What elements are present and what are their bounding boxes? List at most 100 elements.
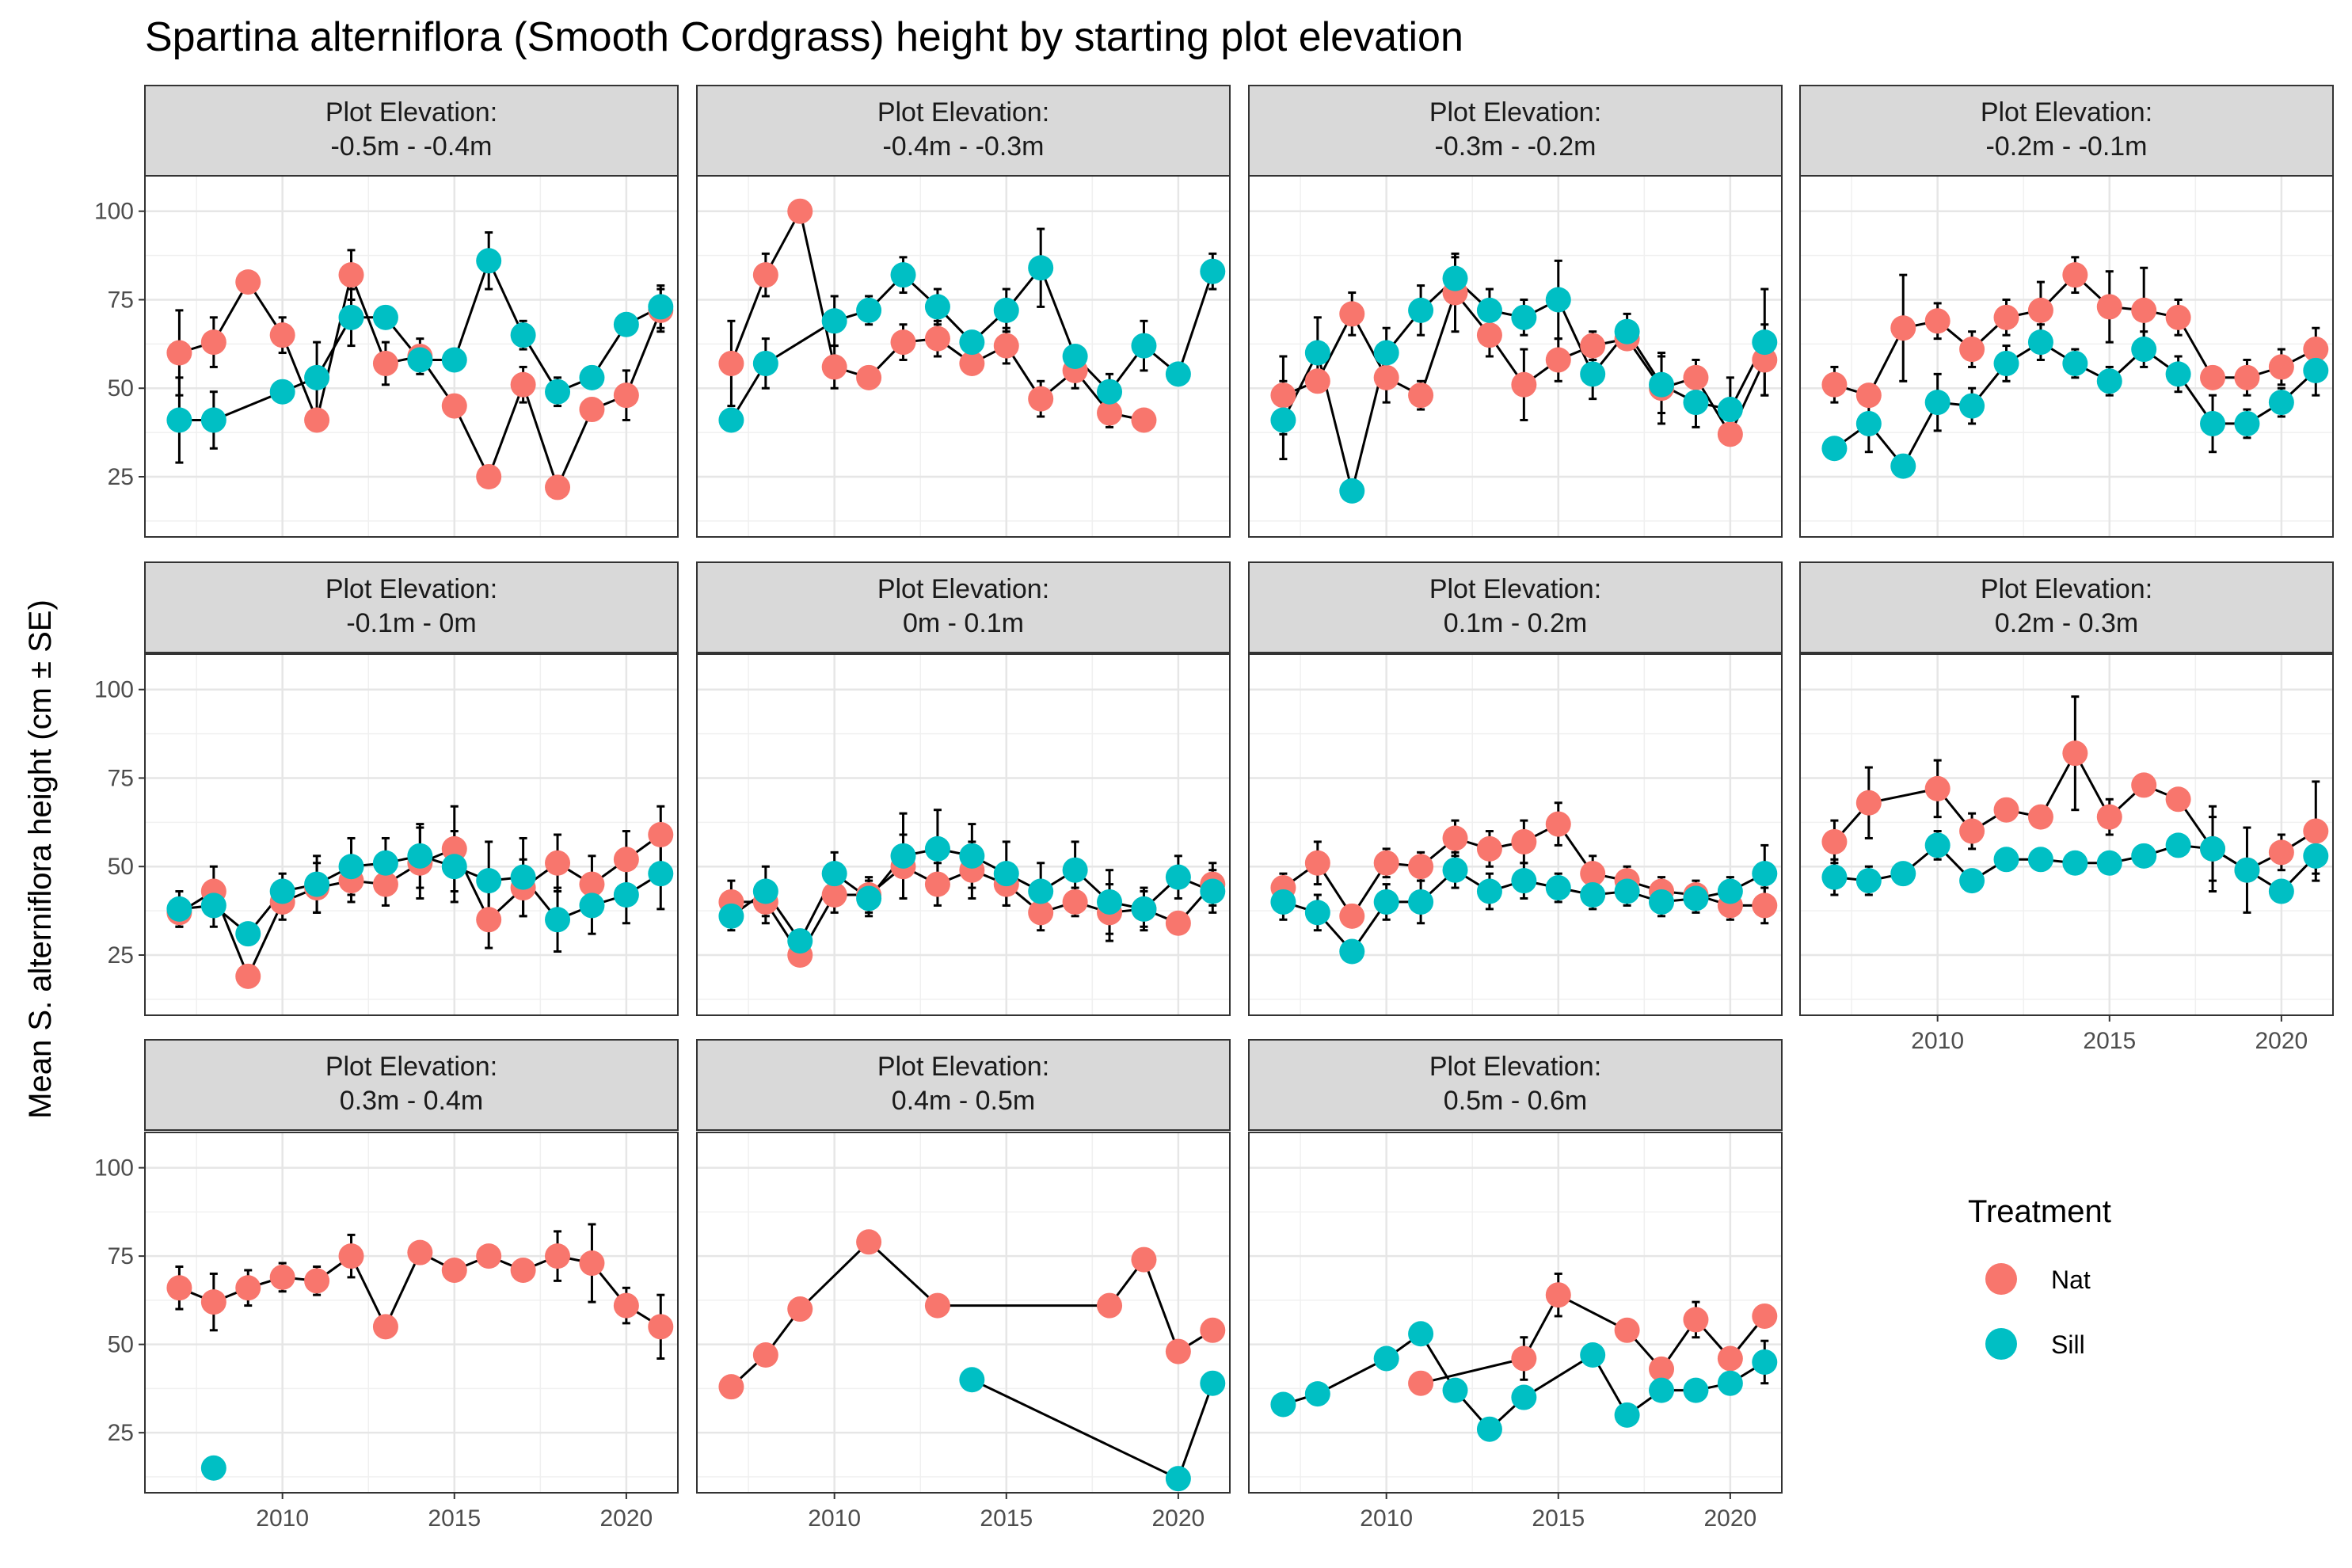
data-point-nat [372,1314,398,1340]
data-point-sill [545,379,571,405]
data-point-nat [372,871,398,897]
data-point-sill [1165,864,1191,890]
data-point-sill [1580,361,1606,387]
data-point-sill [1339,478,1365,504]
data-point-nat [752,1342,778,1368]
data-point-sill [1373,1345,1399,1372]
data-point-sill [1028,878,1054,904]
data-point-sill [545,907,571,933]
data-point-sill [1752,1349,1778,1375]
data-point-sill [1165,361,1191,387]
data-point-nat [1855,382,1882,409]
facet-strip-prefix: Plot Elevation: [325,97,497,127]
data-point-sill [1855,410,1882,436]
data-point-sill [1442,857,1468,883]
facet-strip-prefix: Plot Elevation: [1981,97,2152,127]
data-point-nat [613,1292,639,1319]
data-point-sill [613,882,639,908]
data-point-nat [787,1296,813,1323]
y-tick-label: 25 [108,942,134,969]
data-point-nat [476,907,502,933]
x-tick-label: 2015 [1532,1505,1585,1532]
data-point-nat [407,1239,433,1265]
data-point-nat [993,333,1019,359]
data-point-sill [959,329,985,356]
data-point-nat [1717,1345,1743,1372]
data-point-sill [1304,340,1330,366]
data-point-nat [821,882,847,908]
data-point-sill [1408,1321,1434,1347]
data-point-nat [2062,262,2088,288]
facet-strip-label: -0.1m - 0m [346,608,476,638]
data-point-sill [235,921,261,947]
x-tick-label: 2020 [1151,1505,1205,1532]
data-point-nat [1821,828,1848,854]
facet-strip-label: 0.4m - 0.5m [892,1086,1035,1116]
data-point-nat [1993,304,2019,330]
data-point-sill [1649,371,1675,398]
data-point-sill [1545,287,1571,313]
data-point-sill [1855,868,1882,894]
data-point-sill [924,294,950,320]
data-point-sill [1580,1342,1606,1368]
data-point-nat [1028,900,1054,926]
data-point-sill [1442,265,1468,291]
data-point-nat [441,393,467,419]
facet-panel: Plot Elevation: 0m - 0.1m [696,561,1231,1016]
facet-strip [144,561,679,653]
legend-key-nat [1985,1263,2017,1295]
data-point-nat [2165,786,2191,813]
data-point-sill [476,868,502,894]
data-point-sill [2234,857,2260,883]
facet-strip-prefix: Plot Elevation: [877,574,1049,604]
panel-border [1248,1132,1783,1494]
facet-strip-prefix: Plot Elevation: [1981,574,2152,604]
panel-border [144,175,679,538]
data-point-nat [1752,1303,1778,1329]
y-tick-label: 100 [94,199,134,225]
facet-panel: Plot Elevation: -0.5m - -0.4m 25 50 75 100 [94,85,679,538]
data-point-nat [1097,400,1123,426]
panel-background [697,1132,1230,1493]
data-point-sill [269,878,295,904]
data-point-sill [2062,350,2088,376]
facet-panel: Plot Elevation: -0.2m - -0.1m [1799,85,2334,538]
panel-border [696,653,1231,1016]
data-point-nat [2027,297,2053,323]
data-point-sill [856,297,882,323]
data-point-nat [338,1243,364,1269]
data-point-nat [2165,304,2191,330]
data-point-nat [1855,790,1882,816]
data-point-nat [200,329,226,356]
data-point-nat [787,198,813,224]
data-point-sill [441,854,467,880]
legend-label-nat: Nat [2051,1265,2091,1294]
data-point-nat [1131,407,1157,433]
data-point-nat [1511,1345,1537,1372]
data-point-sill [269,379,295,405]
x-tick-label: 2010 [1911,1028,1964,1054]
y-tick-label: 50 [108,854,134,880]
facet-panels: Plot Elevation:-0.5m - -0.4m255075100Plo… [94,85,2334,1532]
data-point-sill [1752,329,1778,356]
data-point-sill [1270,889,1296,915]
facet-panel: Plot Elevation: -0.1m - 0m 25 50 75 100 [94,561,679,1016]
data-point-nat [2268,354,2294,380]
data-point-sill [1959,393,1985,419]
data-point-sill [1683,390,1709,416]
data-point-nat [648,1314,674,1340]
data-point-sill [1270,407,1296,433]
data-point-nat [856,364,882,390]
data-point-nat [1339,903,1365,929]
data-point-sill [1924,390,1950,416]
data-point-nat [545,474,571,500]
data-point-sill [1924,832,1950,858]
data-point-nat [1580,861,1606,887]
data-point-nat [441,1257,467,1283]
panel-background [1800,654,2333,1015]
chart-title: Spartina alterniflora (Smooth Cordgrass)… [145,14,1463,60]
y-tick-label: 25 [108,464,134,490]
data-point-sill [1408,297,1434,323]
panel-border [1248,175,1783,538]
data-point-sill [1649,889,1675,915]
